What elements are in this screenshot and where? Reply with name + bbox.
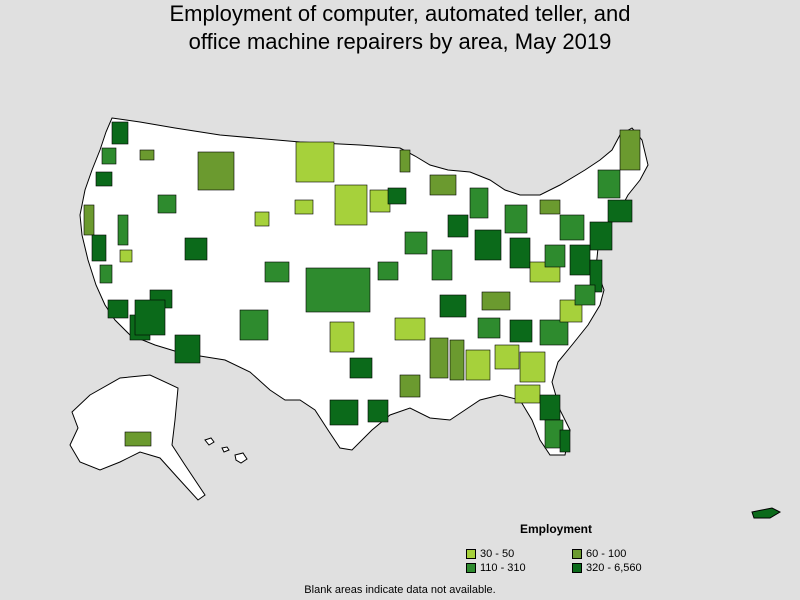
legend-title: Employment — [520, 522, 593, 536]
legend-item-320-6560: 320 - 6,560 — [572, 562, 642, 574]
puerto-rico — [751, 507, 782, 519]
legend-swatch — [466, 549, 476, 559]
legend-item-30-50: 30 - 50 — [466, 548, 514, 560]
legend-item-110-310: 110 - 310 — [466, 562, 526, 574]
legend-label: 110 - 310 — [480, 562, 526, 574]
legend-label: 60 - 100 — [586, 548, 627, 560]
legend-swatch — [466, 563, 476, 573]
legend-label: 320 - 6,560 — [586, 562, 642, 574]
map-title-line-1: Employment of computer, automated teller… — [169, 1, 631, 26]
legend-label: 30 - 50 — [480, 548, 515, 560]
legend-swatch — [572, 549, 582, 559]
legend-item-60-100: 60 - 100 — [572, 548, 626, 560]
data-availability-note: Blank areas indicate data not available. — [304, 584, 496, 596]
hawaii-islands — [204, 437, 248, 464]
legend-swatch — [572, 563, 582, 573]
shaded-areas — [83, 121, 641, 453]
map-title-line-2: office machine repairers by area, May 20… — [188, 29, 612, 54]
map-title: Employment of computer, automated teller… — [0, 0, 800, 56]
